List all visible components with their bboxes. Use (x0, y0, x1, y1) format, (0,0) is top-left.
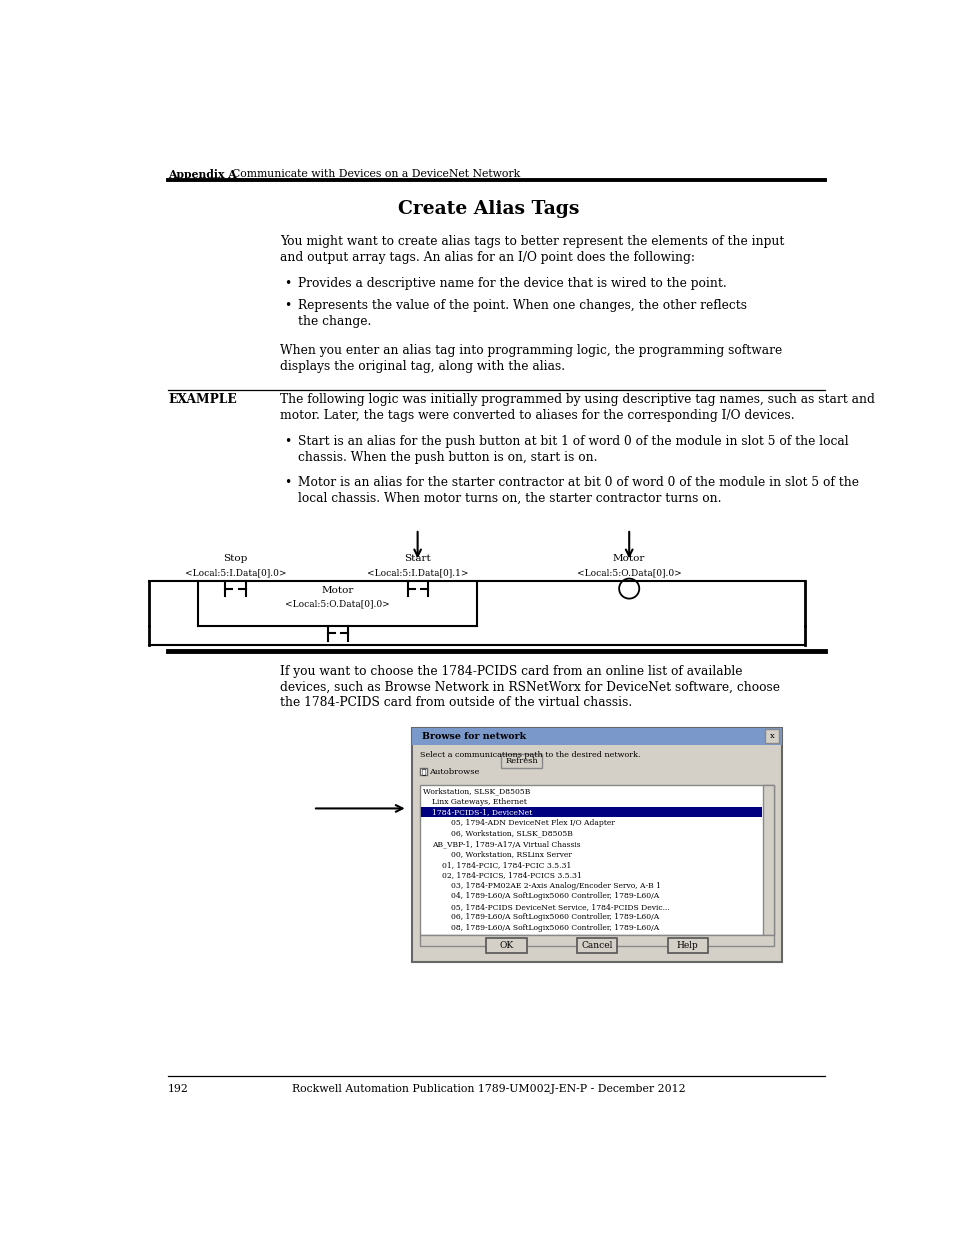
Text: devices, such as Browse Network in RSNetWorx for DeviceNet software, choose: devices, such as Browse Network in RSNet… (280, 680, 780, 694)
Text: Linx Gateways, Ethernet: Linx Gateways, Ethernet (432, 798, 527, 806)
Text: 06, 1789-L60/A SoftLogix5060 Controller, 1789-L60/A: 06, 1789-L60/A SoftLogix5060 Controller,… (451, 914, 659, 921)
Bar (764, 729, 778, 743)
Text: the 1784-PCIDS card from outside of the virtual chassis.: the 1784-PCIDS card from outside of the … (280, 697, 632, 709)
Bar (761, 784, 773, 935)
Text: •: • (284, 435, 292, 448)
Text: x: x (769, 732, 774, 740)
Text: <Local:5:I.Data[0].1>: <Local:5:I.Data[0].1> (367, 568, 468, 577)
Text: If you want to choose the 1784-PCIDS card from an online list of available: If you want to choose the 1784-PCIDS car… (280, 664, 742, 678)
Bar (412, 727, 781, 745)
Text: Motor is an alias for the starter contractor at bit 0 of word 0 of the module in: Motor is an alias for the starter contra… (297, 475, 858, 489)
Text: AB_VBP-1, 1789-A17/A Virtual Chassis: AB_VBP-1, 1789-A17/A Virtual Chassis (432, 840, 580, 848)
Text: •: • (284, 299, 292, 311)
Text: Cancel: Cancel (580, 941, 612, 950)
Text: Stop: Stop (223, 553, 248, 563)
Text: Represents the value of the point. When one changes, the other reflects: Represents the value of the point. When … (297, 299, 745, 311)
Bar (419, 768, 427, 774)
Text: 03, 1784-PM02AE 2-Axis Analog/Encoder Servo, A-B 1: 03, 1784-PM02AE 2-Axis Analog/Encoder Se… (451, 882, 660, 890)
Bar (667, 937, 707, 953)
Text: <Local:5:O.Data[0].0>: <Local:5:O.Data[0].0> (285, 600, 390, 609)
Text: Browse for network: Browse for network (421, 731, 525, 741)
Text: Motor: Motor (613, 553, 645, 563)
Bar (500, 755, 541, 768)
Bar (419, 784, 773, 935)
Bar (486, 937, 526, 953)
Text: When you enter an alias tag into programming logic, the programming software: When you enter an alias tag into program… (280, 345, 781, 357)
Text: •: • (284, 475, 292, 489)
Text: Select a communications path to the desired network.: Select a communications path to the desi… (419, 751, 639, 758)
Text: Help: Help (676, 941, 698, 950)
Text: motor. Later, the tags were converted to aliases for the corresponding I/O devic: motor. Later, the tags were converted to… (280, 409, 794, 422)
Text: You might want to create alias tags to better represent the elements of the inpu: You might want to create alias tags to b… (280, 235, 784, 248)
Text: chassis. When the push button is on, start is on.: chassis. When the push button is on, sta… (297, 451, 597, 464)
Text: local chassis. When motor turns on, the starter contractor turns on.: local chassis. When motor turns on, the … (297, 492, 720, 505)
Text: 1784-PCIDS-1, DeviceNet: 1784-PCIDS-1, DeviceNet (432, 809, 532, 816)
Text: 192: 192 (168, 1084, 189, 1094)
Text: Refresh: Refresh (504, 757, 537, 764)
Text: and output array tags. An alias for an I/O point does the following:: and output array tags. An alias for an I… (280, 251, 695, 264)
Text: <Local:5:O.Data[0].0>: <Local:5:O.Data[0].0> (577, 568, 680, 577)
Text: 01, 1784-PCIC, 1784-PCIC 3.5.31: 01, 1784-PCIC, 1784-PCIC 3.5.31 (441, 861, 571, 869)
Text: 05, 1794-ADN DeviceNet Flex I/O Adapter: 05, 1794-ADN DeviceNet Flex I/O Adapter (451, 819, 614, 827)
Text: Provides a descriptive name for the device that is wired to the point.: Provides a descriptive name for the devi… (297, 277, 725, 290)
Text: ✓: ✓ (421, 767, 425, 776)
Text: 00, Workstation, RSLinx Server: 00, Workstation, RSLinx Server (451, 851, 571, 858)
Bar (419, 935, 773, 946)
Text: EXAMPLE: EXAMPLE (168, 394, 236, 406)
Text: 05, 1784-PCIDS DeviceNet Service, 1784-PCIDS Devic...: 05, 1784-PCIDS DeviceNet Service, 1784-P… (451, 903, 669, 911)
Text: Motor: Motor (321, 587, 354, 595)
Text: 06, Workstation, SLSK_D8505B: 06, Workstation, SLSK_D8505B (451, 830, 572, 837)
Bar (577, 937, 617, 953)
Text: Start is an alias for the push button at bit 1 of word 0 of the module in slot 5: Start is an alias for the push button at… (297, 435, 847, 448)
Text: the change.: the change. (297, 315, 371, 327)
Text: Workstation, SLSK_D8505B: Workstation, SLSK_D8505B (422, 788, 530, 795)
Bar (420, 808, 760, 816)
Text: Communicate with Devices on a DeviceNet Network: Communicate with Devices on a DeviceNet … (232, 169, 519, 179)
Bar (412, 727, 781, 962)
Text: •: • (284, 277, 292, 290)
Text: <Local:5:I.Data[0].0>: <Local:5:I.Data[0].0> (185, 568, 286, 577)
Text: 08, 1789-L60/A SoftLogix5060 Controller, 1789-L60/A: 08, 1789-L60/A SoftLogix5060 Controller,… (451, 924, 659, 932)
Text: Autobrowse: Autobrowse (429, 768, 479, 776)
Text: Create Alias Tags: Create Alias Tags (397, 200, 579, 217)
Text: Start: Start (404, 553, 431, 563)
Text: displays the original tag, along with the alias.: displays the original tag, along with th… (280, 359, 565, 373)
Text: Appendix A: Appendix A (168, 169, 236, 180)
Text: OK: OK (498, 941, 513, 950)
Text: 04, 1789-L60/A SoftLogix5060 Controller, 1789-L60/A: 04, 1789-L60/A SoftLogix5060 Controller,… (451, 893, 659, 900)
Text: 02, 1784-PCICS, 1784-PCICS 3.5.31: 02, 1784-PCICS, 1784-PCICS 3.5.31 (441, 872, 581, 879)
Text: Rockwell Automation Publication 1789-UM002J-EN-P - December 2012: Rockwell Automation Publication 1789-UM0… (292, 1084, 685, 1094)
Text: The following logic was initially programmed by using descriptive tag names, suc: The following logic was initially progra… (280, 394, 875, 406)
